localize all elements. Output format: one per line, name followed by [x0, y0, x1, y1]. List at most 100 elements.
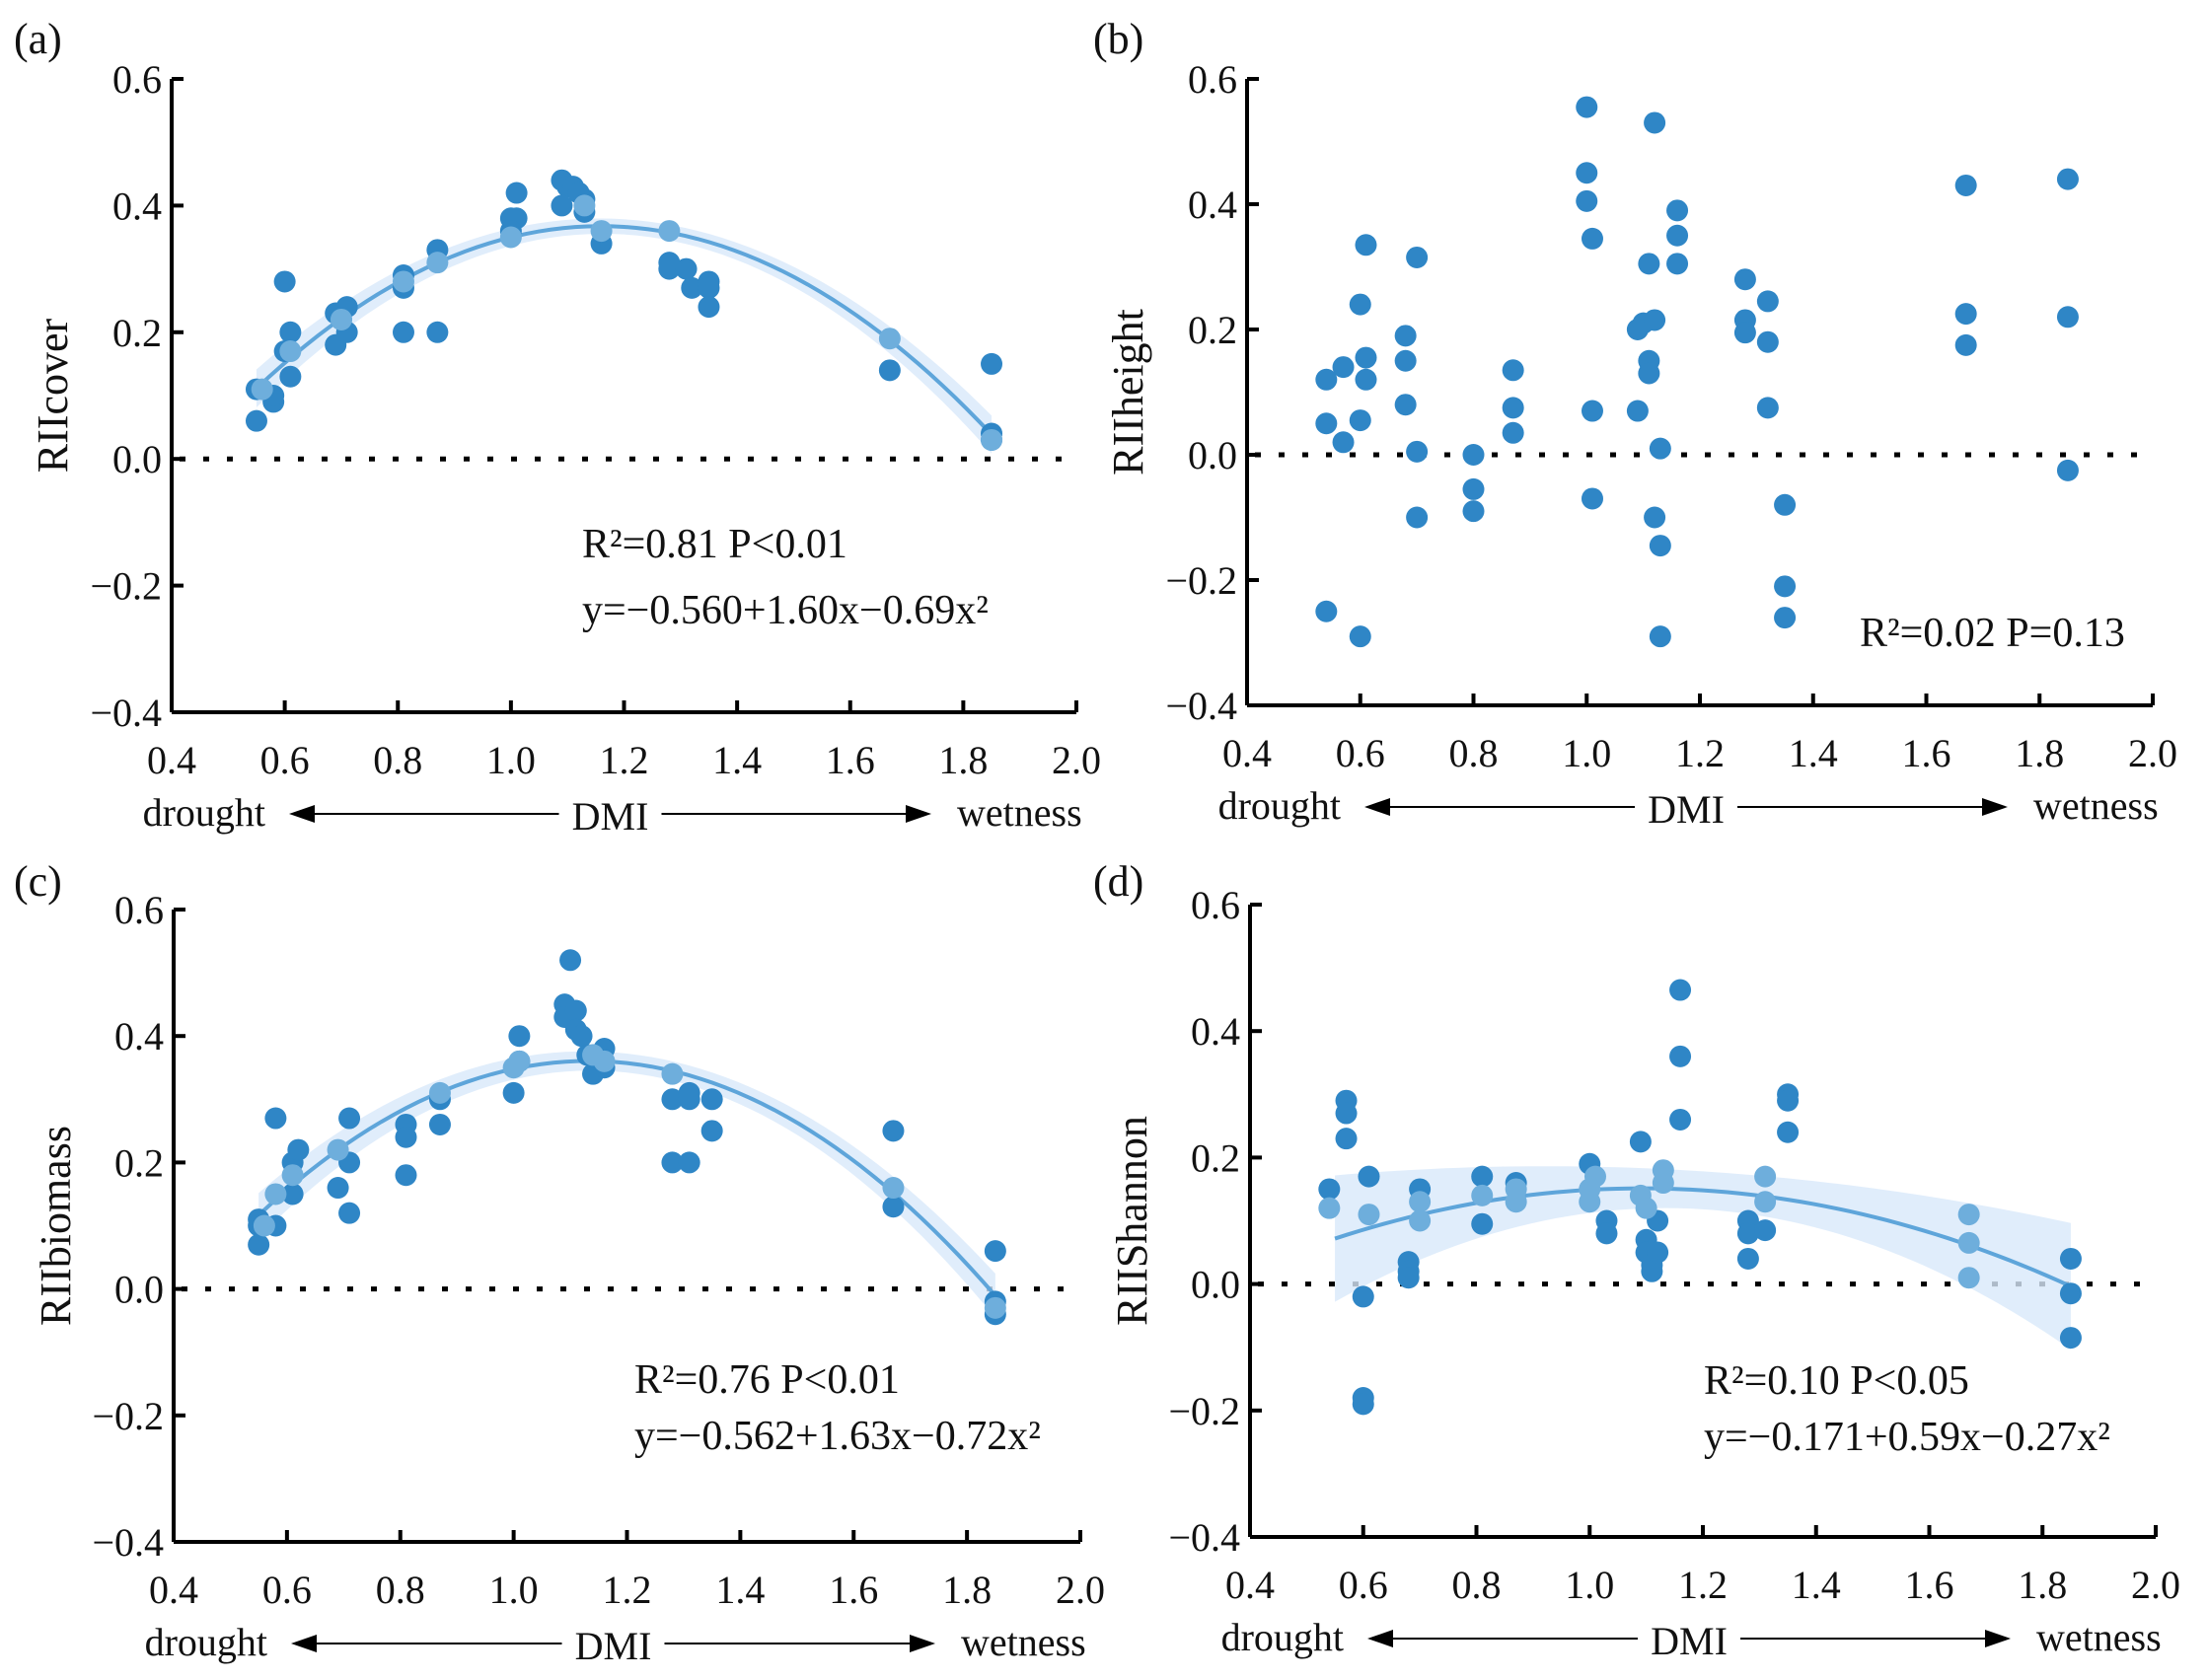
- equation-annotation: y=−0.562+1.63x−0.72x²: [634, 1414, 1041, 1459]
- data-point: [1502, 421, 1524, 444]
- panel-label: (c): [14, 857, 62, 906]
- data-point: [273, 270, 296, 293]
- y-tick-label: 0.2: [112, 311, 162, 355]
- data-point: [1733, 268, 1756, 291]
- data-point: [426, 321, 449, 343]
- x-tick-label: 1.6: [826, 738, 875, 782]
- data-point: [287, 1138, 310, 1161]
- y-tick-label: −0.2: [90, 564, 162, 609]
- data-point: [1349, 409, 1371, 432]
- x-tick-label: 1.2: [600, 738, 649, 782]
- data-point: [1774, 493, 1797, 516]
- data-point: [428, 1113, 451, 1135]
- data-point: [1355, 234, 1377, 256]
- data-point: [338, 1202, 361, 1224]
- fitted-data-point: [1754, 1165, 1777, 1188]
- data-point: [248, 1233, 270, 1256]
- arrow-right-icon: [910, 1635, 935, 1652]
- data-point: [1471, 1165, 1494, 1188]
- data-point: [1736, 1247, 1759, 1270]
- fitted-data-point: [1957, 1204, 1980, 1226]
- fitted-data-point: [253, 1214, 275, 1237]
- x-tick-label: 0.8: [1449, 731, 1499, 775]
- x-tick-label: 1.0: [1565, 1563, 1614, 1607]
- y-tick-label: 0.0: [114, 1268, 164, 1312]
- data-point: [1315, 412, 1338, 435]
- x-tick-label: 0.4: [1225, 1563, 1275, 1607]
- data-point: [681, 276, 703, 299]
- data-point: [245, 409, 267, 432]
- data-point: [1315, 600, 1338, 622]
- y-tick-label: −0.2: [1165, 558, 1237, 603]
- data-point: [1581, 400, 1603, 422]
- data-point: [878, 359, 901, 382]
- fitted-data-point: [428, 1081, 451, 1104]
- x-tick-label: 1.8: [938, 738, 988, 782]
- fitted-data-point: [392, 270, 414, 293]
- data-point: [1502, 397, 1524, 419]
- data-point: [1595, 1222, 1618, 1245]
- data-point: [1777, 1121, 1800, 1143]
- data-point: [1462, 500, 1485, 523]
- data-point: [1471, 1212, 1494, 1235]
- data-point: [1756, 290, 1779, 313]
- panel-label: (d): [1093, 857, 1143, 906]
- x-tick-label: 1.4: [712, 738, 762, 782]
- data-point: [570, 1025, 593, 1048]
- data-point: [1335, 1102, 1358, 1125]
- y-axis-label: RIIheight: [1104, 309, 1152, 475]
- data-point: [1629, 1131, 1652, 1153]
- data-point: [338, 1107, 361, 1130]
- data-point: [1406, 246, 1429, 268]
- data-point: [2059, 1247, 2082, 1270]
- y-tick-label: 0.2: [1191, 1135, 1240, 1180]
- r-squared-annotation: R²=0.10 P<0.05: [1704, 1358, 1969, 1404]
- data-point: [1954, 303, 1977, 326]
- fit-curve: [255, 224, 994, 436]
- arrow-left-icon: [1364, 798, 1390, 816]
- fitted-data-point: [327, 1138, 349, 1161]
- drought-label: drought: [145, 1620, 267, 1664]
- data-point: [698, 296, 720, 319]
- wetness-label: wetness: [961, 1620, 1086, 1664]
- data-point: [327, 1177, 349, 1200]
- data-point: [1397, 1267, 1420, 1289]
- fitted-data-point: [878, 328, 901, 350]
- data-point: [1355, 368, 1377, 391]
- data-point: [1626, 400, 1649, 422]
- data-point: [559, 949, 582, 972]
- x-tick-label: 2.0: [2131, 1563, 2180, 1607]
- confidence-band: [256, 218, 993, 454]
- data-point: [392, 321, 414, 343]
- data-point: [1355, 346, 1377, 369]
- data-point: [2056, 168, 2079, 190]
- data-point: [1315, 368, 1338, 391]
- fitted-data-point: [1505, 1191, 1527, 1213]
- fitted-data-point: [281, 1164, 304, 1187]
- data-point: [1349, 293, 1371, 316]
- y-tick-label: −0.4: [92, 1520, 164, 1565]
- data-point: [279, 365, 302, 388]
- wetness-label: wetness: [957, 790, 1082, 835]
- data-point: [281, 1183, 304, 1205]
- arrow-right-icon: [1982, 798, 2008, 816]
- data-point: [1581, 487, 1603, 510]
- data-point: [1394, 325, 1417, 347]
- r-squared-annotation: R²=0.81 P<0.01: [582, 522, 847, 567]
- y-tick-label: −0.4: [1165, 684, 1237, 728]
- x-tick-label: 2.0: [1056, 1568, 1105, 1612]
- fitted-data-point: [981, 428, 1003, 451]
- data-point: [1332, 356, 1355, 379]
- x-tick-label: 1.8: [2015, 731, 2064, 775]
- data-point: [698, 276, 720, 299]
- fitted-data-point: [1957, 1231, 1980, 1254]
- data-point: [678, 1151, 700, 1174]
- y-tick-label: 0.6: [112, 57, 162, 102]
- y-tick-label: 0.4: [114, 1014, 164, 1059]
- drought-label: drought: [1221, 1615, 1344, 1659]
- fitted-data-point: [251, 378, 273, 401]
- data-point: [1649, 437, 1671, 460]
- y-tick-label: 0.0: [1188, 433, 1237, 477]
- data-point: [1462, 477, 1485, 500]
- data-point: [678, 1088, 700, 1111]
